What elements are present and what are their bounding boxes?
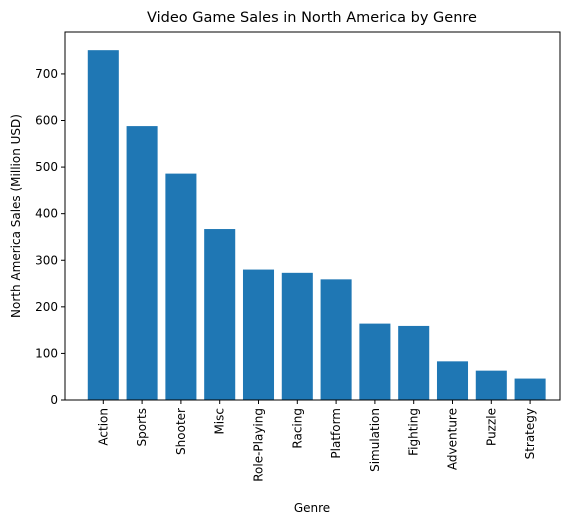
x-tick-label: Strategy <box>523 408 537 459</box>
bars-group <box>87 50 546 401</box>
plot-frame <box>64 31 561 401</box>
x-tick-label: Platform <box>329 408 343 459</box>
x-axis-label: Genre <box>294 501 330 515</box>
x-tick-label: Sports <box>135 408 149 446</box>
y-axis: 0 100 200 300 400 500 600 700 <box>35 67 65 407</box>
x-tick-label: Action <box>96 408 110 446</box>
bar-shooter <box>165 173 197 400</box>
x-tick-label: Puzzle <box>484 408 498 446</box>
bar-puzzle <box>475 370 507 400</box>
y-tick-label: 200 <box>35 300 58 314</box>
chart-title: Video Game Sales in North America by Gen… <box>147 10 477 26</box>
y-tick-label: 400 <box>35 207 58 221</box>
y-tick-label: 300 <box>35 253 58 267</box>
y-tick-label: 0 <box>50 393 58 407</box>
bar-adventure <box>436 361 469 400</box>
bar-racing <box>281 272 313 400</box>
x-tick-label: Misc <box>213 408 227 435</box>
bar-sports <box>126 126 158 400</box>
x-tick-label: Adventure <box>446 408 460 470</box>
x-tick-label: Role-Playing <box>252 408 266 482</box>
x-tick-label: Shooter <box>174 408 188 455</box>
x-tick-label: Simulation <box>368 408 382 472</box>
y-tick-label: 600 <box>35 114 58 128</box>
y-tick-label: 500 <box>35 160 58 174</box>
y-tick-label: 700 <box>35 67 58 81</box>
bar-fighting <box>398 325 430 400</box>
bar-role-playing <box>242 269 275 400</box>
y-axis-label: North America Sales (Million USD) <box>9 114 23 318</box>
bar-strategy <box>514 378 546 400</box>
bar-simulation <box>359 323 391 400</box>
y-tick-label: 100 <box>35 346 58 360</box>
x-tick-label: Fighting <box>407 408 421 456</box>
x-tick-label: Racing <box>290 408 304 449</box>
bar-platform <box>320 279 352 400</box>
bar-action <box>87 50 119 401</box>
bar-misc <box>204 229 236 400</box>
x-axis: Action Sports Shooter Misc Role-Playing Racin… <box>96 400 537 482</box>
